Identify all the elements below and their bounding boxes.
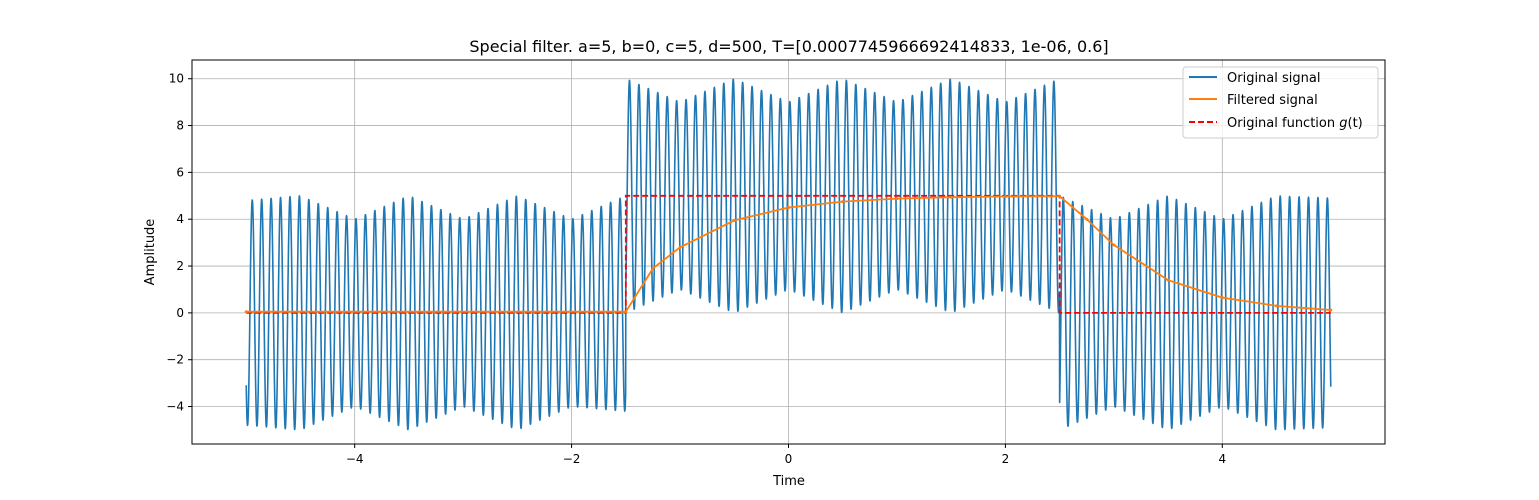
y-tick-label: 0 bbox=[176, 306, 184, 320]
x-tick-label: 0 bbox=[785, 452, 793, 466]
filtered-signal-point bbox=[949, 195, 953, 199]
filtered-signal-point bbox=[895, 197, 899, 201]
filtered-signal-point bbox=[1112, 243, 1116, 247]
y-tick-label: 4 bbox=[176, 212, 184, 226]
x-axis-label: Time bbox=[772, 474, 805, 489]
filtered-signal-point bbox=[651, 266, 655, 270]
x-tick-label: 4 bbox=[1218, 452, 1226, 466]
legend-label-original-function-prefix: Original function bbox=[1227, 116, 1339, 131]
y-tick-label: 2 bbox=[176, 259, 184, 273]
legend-label-filtered-signal: Filtered signal bbox=[1227, 93, 1318, 108]
y-tick-label: 6 bbox=[176, 165, 184, 179]
series-original-signal-line bbox=[245, 78, 1332, 431]
y-tick-label: 10 bbox=[169, 72, 184, 86]
x-tick-label: 2 bbox=[1002, 452, 1010, 466]
legend-label-original-function-suffix: (t) bbox=[1348, 116, 1363, 131]
filtered-signal-point bbox=[787, 206, 790, 210]
filtered-signal-point bbox=[1220, 296, 1224, 300]
filtered-signal-point bbox=[1003, 195, 1007, 199]
filtered-signal-point bbox=[732, 218, 736, 222]
filtered-signal-point bbox=[244, 310, 248, 314]
filtered-signal-point bbox=[1166, 278, 1170, 282]
filtered-signal-point bbox=[678, 245, 682, 249]
legend-box bbox=[1182, 66, 1379, 139]
filtered-signal-point bbox=[1329, 308, 1333, 312]
y-tick-label: −2 bbox=[166, 353, 184, 367]
filtered-signal-point bbox=[841, 200, 845, 204]
filtered-signal-point bbox=[1085, 217, 1089, 221]
filtered-signal-point bbox=[1275, 304, 1279, 308]
legend-label-original-function: Original function g(t) bbox=[1227, 116, 1363, 131]
filtered-signal-point bbox=[624, 310, 628, 314]
y-axis-label: Amplitude bbox=[143, 219, 158, 286]
legend-label-original-signal: Original signal bbox=[1227, 71, 1320, 86]
y-tick-label: 8 bbox=[176, 119, 184, 133]
y-tick-label: −4 bbox=[166, 400, 184, 414]
ticks: −4 −2 0 2 4 −4 −2 0 2 4 6 8 10 bbox=[166, 72, 1226, 466]
legend: Original signal Filtered signal Original… bbox=[1182, 66, 1379, 139]
x-tick-label: −2 bbox=[563, 452, 581, 466]
chart-title: Special filter. a=5, b=0, c=5, d=500, T=… bbox=[469, 37, 1108, 56]
legend-label-original-function-math: g bbox=[1339, 116, 1347, 131]
x-tick-label: −4 bbox=[346, 452, 364, 466]
series-original-function-line bbox=[246, 194, 1331, 314]
filtered-signal-point bbox=[1058, 194, 1062, 198]
series-layer bbox=[244, 78, 1333, 431]
